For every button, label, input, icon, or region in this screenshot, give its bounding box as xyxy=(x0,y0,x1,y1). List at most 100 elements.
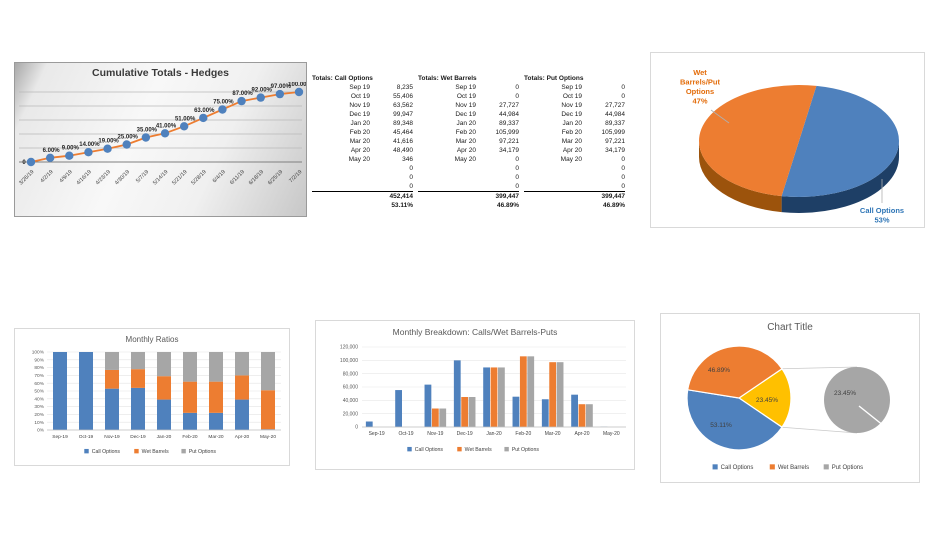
x-tick-label: Dec-19 xyxy=(457,431,473,437)
row-value: 0 xyxy=(621,174,625,181)
bar-wet-barrels[interactable] xyxy=(519,356,527,427)
row-label xyxy=(524,192,589,201)
stacked-bar-call-options[interactable] xyxy=(53,352,67,430)
bar-put-options[interactable] xyxy=(527,356,535,427)
line-chart-title: Cumulative Totals - Hedges xyxy=(92,67,229,79)
stacked-bar-wet-barrels[interactable] xyxy=(209,381,223,413)
y-tick-label: 80% xyxy=(34,365,44,371)
callout-leader-line xyxy=(710,109,730,124)
line-chart-panel[interactable]: Cumulative Totals - Hedges 0 3/26/19 6.00%… xyxy=(14,62,307,217)
bar-call-options[interactable] xyxy=(453,360,461,427)
y-tick-label: 0 xyxy=(355,425,358,431)
y-tick-label: 10% xyxy=(34,420,44,426)
data-point xyxy=(256,93,265,102)
stacked-bar-call-options[interactable] xyxy=(157,399,171,430)
legend-label-wet-barrels: Wet Barrels xyxy=(142,449,169,455)
bar-wet-barrels[interactable] xyxy=(578,404,586,427)
row-label: Feb 20 xyxy=(561,129,582,136)
table-title: Totals: Call Options xyxy=(312,75,373,82)
data-point xyxy=(45,153,55,162)
monthly-ratios-plot: Monthly Ratios 0% 10% 20% 30% 40%50% 60% 70% 80%… xyxy=(32,335,281,455)
stacked-bar-wet-barrels[interactable] xyxy=(235,375,249,400)
table-row: Mar 20 97,221 xyxy=(524,137,625,146)
x-tick-label: Feb-20 xyxy=(515,431,531,437)
table-row: May 20 0 xyxy=(524,155,625,164)
legend-label-put-options: Put Options xyxy=(512,447,540,453)
bar-call-options[interactable] xyxy=(512,396,520,427)
stacked-bar-wet-barrels[interactable] xyxy=(261,390,275,430)
x-tick-label: Dec-19 xyxy=(130,434,146,440)
row-label: Dec 19 xyxy=(349,111,370,118)
stacked-bar-put-options[interactable] xyxy=(261,352,275,391)
stacked-bar-put-options[interactable] xyxy=(183,352,197,382)
pie-of-pie-panel[interactable]: Chart Title 46.89% 23.45% 53.11% 23.45% Call … xyxy=(660,313,920,483)
y-tick-label: 20% xyxy=(34,412,44,418)
row-label: Apr 20 xyxy=(350,147,370,154)
stacked-bar-call-options[interactable] xyxy=(131,387,145,430)
stacked-bar-wet-barrels[interactable] xyxy=(157,376,171,400)
row-value: 46.89% xyxy=(602,202,625,209)
pie-slice-wet-barrels[interactable] xyxy=(687,345,783,399)
bar-put-options[interactable] xyxy=(586,404,593,427)
bar-call-options[interactable] xyxy=(571,394,578,427)
y-tick-label: 60% xyxy=(34,381,44,387)
bar-call-options[interactable] xyxy=(483,367,490,427)
bar-call-options[interactable] xyxy=(395,390,402,427)
bar-wet-barrels[interactable] xyxy=(490,367,498,427)
stacked-bar-wet-barrels[interactable] xyxy=(105,369,119,389)
stacked-bar-wet-barrels[interactable] xyxy=(183,381,197,413)
stacked-bar-call-options[interactable] xyxy=(235,399,249,430)
bar-put-options[interactable] xyxy=(556,362,564,427)
pie3d-slice-call-options[interactable] xyxy=(781,85,899,197)
row-value: 0 xyxy=(515,183,519,190)
data-point xyxy=(179,122,189,131)
stacked-bar-call-options[interactable] xyxy=(79,352,93,430)
monthly-breakdown-panel[interactable]: Monthly Breakdown: Calls/Wet Barrels-Put… xyxy=(315,320,635,470)
x-tick-label: 7/2/19 xyxy=(288,169,303,184)
row-label: Oct 19 xyxy=(562,93,582,100)
stacked-bar-call-options[interactable] xyxy=(209,412,223,430)
row-label: Mar 20 xyxy=(561,138,582,145)
stacked-bar-put-options[interactable] xyxy=(131,352,145,370)
stacked-bar-put-options[interactable] xyxy=(235,352,249,376)
bar-wet-barrels[interactable] xyxy=(461,397,469,427)
monthly-ratios-panel[interactable]: Monthly Ratios 0% 10% 20% 30% 40% 50% 60% 70% 80%… xyxy=(14,328,290,466)
stacked-bar-call-options[interactable] xyxy=(183,412,197,430)
pie3d-chart-panel[interactable]: Wet Barrels/Put Options 47% Call Options 53% xyxy=(650,52,925,228)
y-tick-label: 50% xyxy=(34,389,44,395)
bar-call-options[interactable] xyxy=(424,384,432,427)
bar-wet-barrels[interactable] xyxy=(431,408,439,427)
pie-slice-call-options[interactable] xyxy=(686,389,783,451)
stacked-bar-wet-barrels[interactable] xyxy=(131,369,145,388)
row-label xyxy=(312,164,377,173)
secondary-pie-put-options[interactable] xyxy=(824,367,890,433)
bar-put-options[interactable] xyxy=(468,397,476,427)
bar-wet-barrels[interactable] xyxy=(549,362,557,427)
y-tick-label: 70% xyxy=(34,373,44,379)
table-row: May 20 0 xyxy=(418,155,519,164)
data-point xyxy=(294,87,304,97)
table-row: Sep 19 0 xyxy=(418,83,519,92)
row-label xyxy=(524,201,589,210)
pie3d-slice-wet-barrels-put-options[interactable] xyxy=(699,85,817,197)
data-point xyxy=(275,89,285,99)
row-value: 452,414 xyxy=(389,193,414,200)
stacked-bar-put-options[interactable] xyxy=(157,352,171,377)
bar-call-options[interactable] xyxy=(541,399,549,427)
table-row-total: 399,447 xyxy=(418,191,519,201)
series-connector-line xyxy=(781,426,858,434)
stacked-bar-put-options[interactable] xyxy=(209,352,223,382)
bar-put-options[interactable] xyxy=(439,408,447,427)
table-row-pct: 46.89% xyxy=(524,201,625,210)
x-tick-label: 5/14/19 xyxy=(152,169,169,186)
data-label: 100.00% xyxy=(288,82,306,88)
table-row: Feb 20 105,999 xyxy=(524,128,625,137)
legend-label-call-options: Call Options xyxy=(92,449,121,455)
pie-slice-other[interactable] xyxy=(737,367,792,429)
bar-call-options[interactable] xyxy=(365,421,373,427)
row-label: Dec 19 xyxy=(561,111,582,118)
stacked-bar-put-options[interactable] xyxy=(105,352,119,370)
stacked-bar-call-options[interactable] xyxy=(105,388,119,430)
bar-put-options[interactable] xyxy=(498,367,505,427)
data-label: 75.00% xyxy=(213,100,234,106)
